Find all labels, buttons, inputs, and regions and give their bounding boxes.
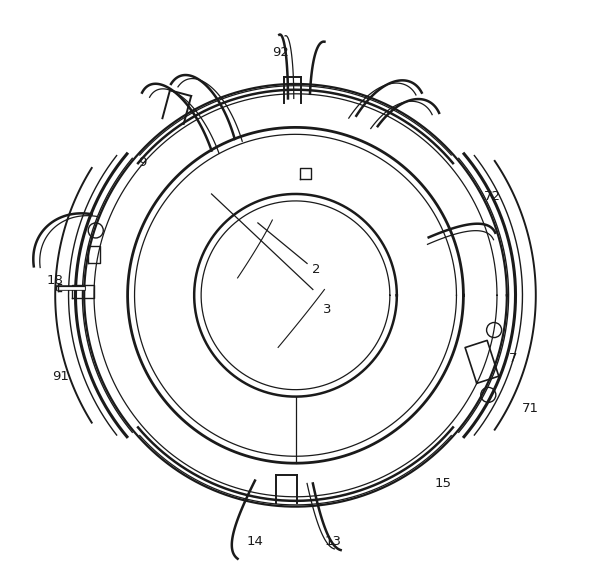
- Text: 14: 14: [246, 535, 264, 548]
- Text: 18: 18: [47, 274, 64, 287]
- Text: 3: 3: [323, 303, 332, 316]
- Text: 92: 92: [272, 46, 290, 58]
- Text: 71: 71: [521, 402, 538, 415]
- Text: 7: 7: [508, 353, 517, 365]
- Text: 2: 2: [311, 263, 320, 276]
- Text: 72: 72: [484, 190, 501, 203]
- Text: 91: 91: [53, 370, 70, 383]
- Text: 13: 13: [324, 535, 342, 548]
- Text: 9: 9: [138, 156, 146, 168]
- Text: 15: 15: [434, 477, 452, 490]
